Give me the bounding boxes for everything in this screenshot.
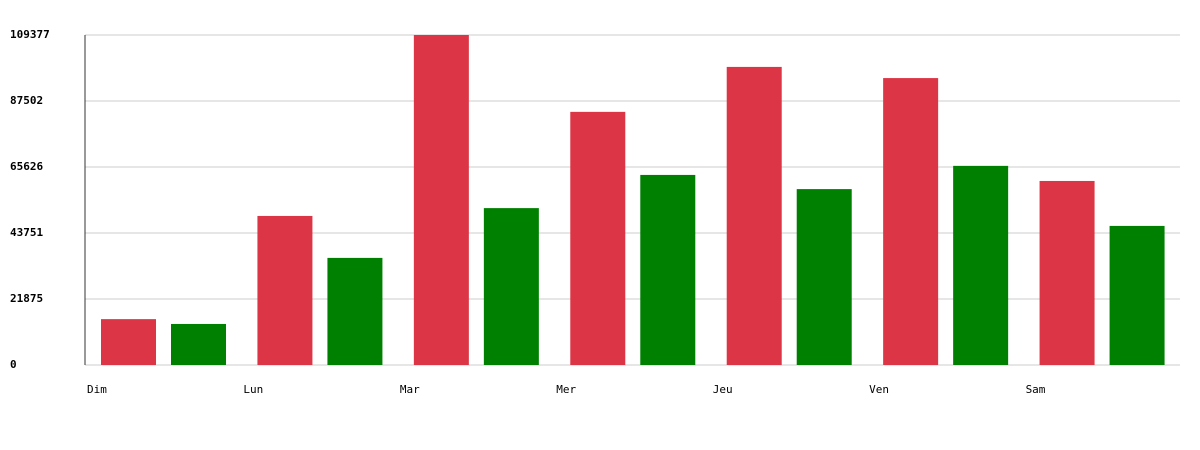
x-tick-label: Ven	[869, 383, 889, 396]
bar	[953, 165, 1009, 365]
x-tick-label: Sam	[1026, 383, 1046, 396]
y-tick-label: 0	[10, 358, 17, 371]
bar	[796, 189, 852, 365]
bar	[171, 323, 226, 365]
x-tick-label: Jeu	[713, 383, 733, 396]
bar	[1039, 180, 1095, 365]
y-tick-label: 109377	[10, 28, 50, 41]
bar	[1109, 225, 1165, 365]
y-tick-label: 87502	[10, 94, 43, 107]
bar	[257, 215, 313, 365]
bar	[483, 208, 539, 365]
bar	[413, 35, 469, 365]
bar	[570, 111, 626, 366]
x-tick-label: Mar	[400, 383, 420, 396]
y-tick-label: 43751	[10, 226, 43, 239]
x-tick-label: Mer	[556, 383, 576, 396]
bar	[101, 319, 156, 365]
x-tick-label: Dim	[87, 383, 107, 396]
bar	[726, 66, 782, 365]
bar	[640, 174, 696, 365]
y-tick-label: 21875	[10, 292, 43, 305]
bar	[327, 257, 383, 365]
bar	[883, 78, 939, 366]
y-tick-label: 65626	[10, 160, 43, 173]
x-tick-label: Lun	[243, 383, 263, 396]
